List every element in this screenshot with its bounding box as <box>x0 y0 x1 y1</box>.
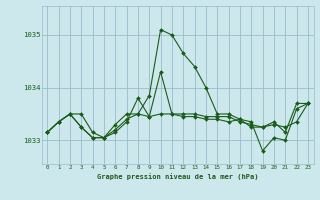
X-axis label: Graphe pression niveau de la mer (hPa): Graphe pression niveau de la mer (hPa) <box>97 173 258 180</box>
